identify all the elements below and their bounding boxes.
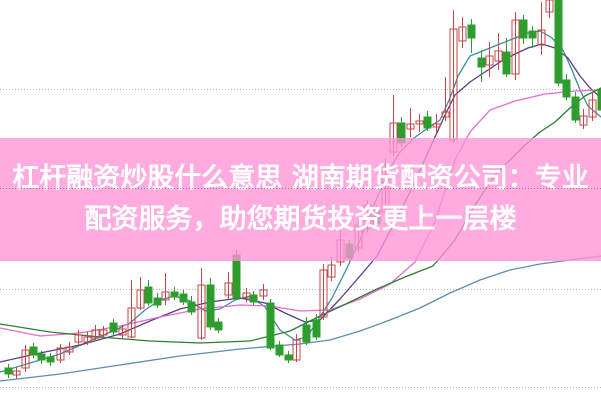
candle: [161, 291, 170, 301]
candle: [477, 57, 486, 68]
candle: [511, 19, 520, 75]
candle: [485, 55, 494, 66]
candle: [467, 24, 476, 39]
candle: [224, 282, 233, 296]
candle: [266, 302, 275, 349]
candle: [109, 322, 118, 333]
candle: [554, 0, 563, 84]
candle: [170, 291, 179, 298]
candle: [127, 307, 136, 338]
candle: [545, 0, 554, 13]
candle: [562, 79, 571, 98]
candle: [83, 336, 92, 343]
candle: [144, 286, 153, 304]
candle: [37, 353, 46, 361]
candle: [458, 26, 467, 42]
candle: [502, 51, 511, 75]
candle: [99, 329, 108, 336]
ma-magenta: [0, 89, 601, 337]
candle: [537, 29, 546, 46]
candle: [179, 293, 188, 303]
candle: [519, 19, 528, 39]
candle: [187, 301, 196, 313]
candle: [588, 99, 597, 118]
candle: [21, 349, 30, 369]
candle: [29, 346, 38, 356]
candle: [197, 284, 206, 339]
candle: [441, 111, 450, 118]
ma-slow-darkgreen: [0, 87, 601, 344]
candle: [214, 321, 223, 331]
ma-slowest-steelblue: [0, 255, 601, 382]
candle: [65, 346, 74, 353]
candle: [432, 123, 441, 128]
candle: [415, 120, 424, 125]
candle: [136, 289, 145, 309]
candle: [232, 254, 241, 299]
candle: [528, 30, 537, 39]
candle: [118, 328, 127, 336]
candle: [56, 347, 65, 361]
banner-title-line1: 杠杆融资炒股什么意思 湖南期货配资公司：专业: [12, 162, 589, 194]
candle: [579, 115, 588, 126]
promo-banner-overlay: 杠杆融资炒股什么意思 湖南期货配资公司：专业 配资服务，助您期货投资更上一层楼: [0, 138, 601, 261]
candle: [91, 329, 100, 339]
candle: [4, 367, 13, 375]
gridline-over-banner: [0, 188, 601, 189]
candle: [153, 297, 162, 306]
candle: [406, 123, 415, 130]
candle: [284, 354, 293, 361]
candle: [597, 88, 601, 111]
candle: [206, 284, 215, 328]
candle: [46, 356, 55, 363]
candle: [571, 96, 580, 121]
candle: [292, 339, 301, 361]
candle: [249, 294, 258, 303]
candle: [275, 344, 284, 356]
candle: [494, 50, 503, 62]
candle: [12, 370, 21, 376]
candle: [312, 319, 321, 338]
candle: [423, 116, 432, 129]
banner-title-line2: 配资服务，助您期货投资更上一层楼: [84, 204, 517, 235]
candle: [319, 269, 328, 318]
candle: [74, 334, 83, 343]
candle: [302, 324, 311, 343]
candle: [259, 289, 268, 297]
candle: [327, 264, 336, 278]
